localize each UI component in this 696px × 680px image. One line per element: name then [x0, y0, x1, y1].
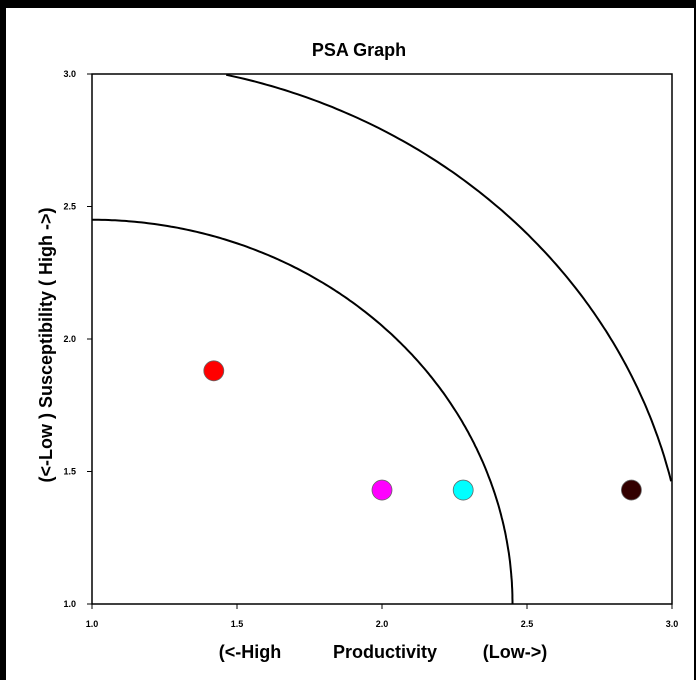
points-group [203, 360, 642, 501]
x-tick-label-3: 2.0 [376, 619, 389, 629]
boundary-curve-2 [225, 73, 673, 482]
y-axis-label: (<-Low ) Susceptibility ( High ->) [36, 207, 56, 482]
x-tick-label-4: 2.5 [521, 619, 534, 629]
x-tick-label-2: 1.5 [231, 619, 244, 629]
y-tick-label-2: 1.5 [63, 467, 76, 477]
y-tick-label-5: 3.0 [63, 69, 76, 79]
plot-area [91, 73, 673, 605]
x-tick-label-1: 1.0 [86, 619, 99, 629]
y-tick-label-1: 1.0 [63, 599, 76, 609]
x-ticks-group: 1.0 1.5 2.0 2.5 3.0 [86, 604, 679, 629]
y-tick-label-4: 2.5 [63, 202, 76, 212]
x-axis-label-right: (Low->) [483, 642, 548, 662]
boundary-curve-1 [91, 218, 514, 604]
y-tick-label-3: 2.0 [63, 334, 76, 344]
curves-group [91, 73, 673, 604]
data-point-2 [371, 479, 393, 501]
data-point-3 [452, 479, 474, 501]
x-tick-label-5: 3.0 [666, 619, 679, 629]
x-axis-label-left: (<-High [219, 642, 282, 662]
x-axis-label-center: Productivity [333, 642, 437, 662]
y-ticks-group: 1.0 1.5 2.0 2.5 3.0 [63, 69, 92, 609]
data-point-4 [621, 479, 642, 501]
chart-title: PSA Graph [312, 40, 406, 60]
data-point-1 [203, 360, 225, 382]
